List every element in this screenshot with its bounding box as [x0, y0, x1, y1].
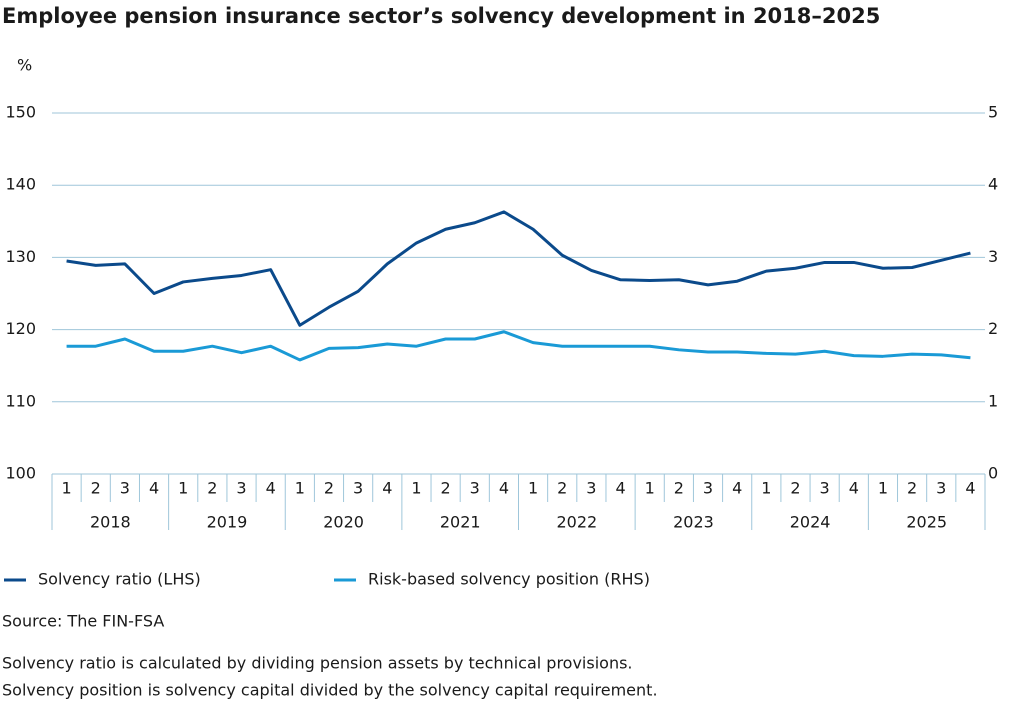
- x-tick-label: 2: [907, 479, 917, 498]
- source: Source: The FIN-FSA: [2, 612, 164, 631]
- x-tick-label: 4: [266, 479, 276, 498]
- y2-tick-label: 3: [988, 247, 998, 266]
- series-line: [66, 210, 971, 327]
- y-tick-label: 140: [5, 175, 36, 194]
- y2-tick-label: 2: [988, 319, 998, 338]
- x-tick-label: 4: [615, 479, 625, 498]
- y-tick-label: 120: [5, 319, 36, 338]
- legend-label: Risk-based solvency position (RHS): [368, 570, 650, 589]
- x-tick-label: 1: [295, 479, 305, 498]
- x-group-label: 2025: [906, 513, 947, 532]
- chart-title: Employee pension insurance sector’s solv…: [2, 4, 880, 28]
- y2-tick-label: 0: [988, 464, 998, 483]
- x-group-label: 2018: [90, 513, 131, 532]
- x-tick-label: 4: [499, 479, 509, 498]
- legend-label: Solvency ratio (LHS): [38, 570, 201, 589]
- x-tick-label: 2: [790, 479, 800, 498]
- x-tick-label: 2: [207, 479, 217, 498]
- note: Solvency ratio is calculated by dividing…: [2, 654, 633, 673]
- x-group-label: 2024: [790, 513, 831, 532]
- x-tick-label: 4: [965, 479, 975, 498]
- x-tick-label: 1: [61, 479, 71, 498]
- x-tick-label: 1: [411, 479, 421, 498]
- y2-tick-label: 1: [988, 391, 998, 410]
- x-tick-label: 4: [849, 479, 859, 498]
- x-tick-label: 1: [761, 479, 771, 498]
- x-tick-label: 4: [149, 479, 159, 498]
- x-group-label: 2021: [440, 513, 481, 532]
- y2-tick-label: 4: [988, 175, 998, 194]
- x-tick-label: 1: [528, 479, 538, 498]
- x-group-label: 2019: [207, 513, 248, 532]
- x-tick-label: 3: [470, 479, 480, 498]
- x-tick-label: 4: [382, 479, 392, 498]
- x-tick-label: 2: [324, 479, 334, 498]
- x-tick-label: 2: [91, 479, 101, 498]
- y-tick-label: 100: [5, 464, 36, 483]
- series-line: [66, 330, 971, 362]
- y-unit: %: [17, 56, 32, 75]
- note: Solvency position is solvency capital di…: [2, 681, 658, 700]
- x-tick-label: 2: [674, 479, 684, 498]
- x-tick-label: 3: [936, 479, 946, 498]
- x-tick-label: 3: [586, 479, 596, 498]
- x-tick-label: 3: [353, 479, 363, 498]
- x-tick-label: 1: [178, 479, 188, 498]
- x-tick-label: 2: [557, 479, 567, 498]
- x-tick-label: 1: [645, 479, 655, 498]
- x-tick-label: 4: [732, 479, 742, 498]
- x-tick-label: 3: [120, 479, 130, 498]
- x-group-label: 2023: [673, 513, 714, 532]
- x-tick-label: 3: [820, 479, 830, 498]
- y-tick-label: 130: [5, 247, 36, 266]
- x-tick-label: 1: [878, 479, 888, 498]
- x-tick-label: 2: [441, 479, 451, 498]
- x-group-label: 2022: [556, 513, 597, 532]
- y-tick-label: 110: [5, 391, 36, 410]
- x-group-label: 2020: [323, 513, 364, 532]
- x-tick-label: 3: [703, 479, 713, 498]
- y2-tick-label: 5: [988, 103, 998, 122]
- x-tick-label: 3: [236, 479, 246, 498]
- y-tick-label: 150: [5, 103, 36, 122]
